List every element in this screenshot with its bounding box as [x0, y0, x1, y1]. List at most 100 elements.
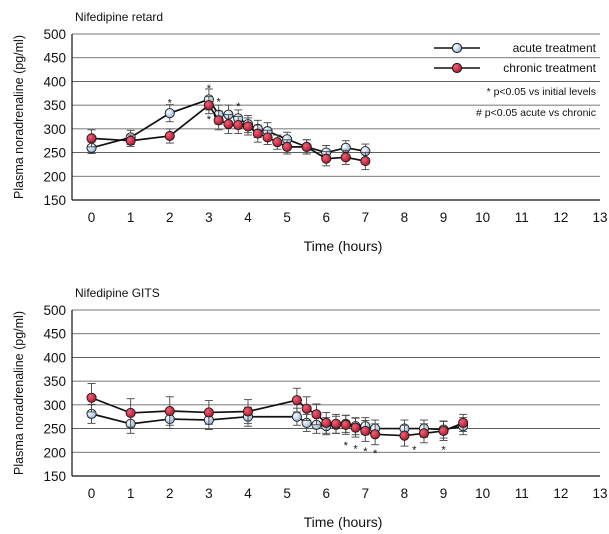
data-point [438, 425, 449, 436]
legend-marker-chronic [451, 62, 463, 74]
x-tick-label: 3 [205, 486, 213, 501]
legend-marker-acute [451, 42, 463, 54]
series-line [91, 103, 366, 162]
series-acute [86, 403, 469, 439]
legend-label-acute: acute treatment [513, 41, 597, 55]
x-tick-label: 9 [440, 486, 448, 501]
data-point [301, 403, 312, 414]
data-point [213, 115, 224, 126]
y-tick-label: 500 [43, 27, 66, 42]
data-point [360, 425, 371, 436]
y-tick-label: 150 [43, 469, 66, 484]
significance-marker: * [353, 444, 358, 456]
x-tick-label: 4 [244, 486, 252, 501]
data-point [223, 119, 234, 130]
significance-marker: * [441, 445, 446, 457]
legend-label-chronic: chronic treatment [503, 61, 596, 75]
x-tick-label: 8 [401, 210, 409, 225]
y-tick-label: 250 [43, 146, 66, 161]
x-tick-label: 13 [592, 210, 607, 225]
series-chronic [86, 96, 371, 171]
x-tick-label: 8 [401, 486, 409, 501]
x-tick-label: 0 [88, 210, 96, 225]
data-point [203, 100, 214, 111]
chart-panel-gits: Nifedipine GITS Plasma noradrenaline (pg… [12, 286, 608, 530]
x-tick-label: 9 [440, 210, 448, 225]
x-tick-label: 2 [166, 210, 174, 225]
chart-title: Nifedipine retard [75, 10, 163, 24]
y-axis-label: Plasma noradrenaline (pg/ml) [12, 311, 26, 475]
data-point [125, 135, 136, 146]
data-point [86, 392, 97, 403]
significance-marker: * [412, 445, 417, 457]
x-tick-label: 6 [322, 486, 330, 501]
y-tick-label: 150 [43, 193, 66, 208]
x-tick-label: 10 [475, 486, 490, 501]
data-point [340, 419, 351, 430]
x-tick-label: 1 [127, 486, 135, 501]
data-point [458, 417, 469, 428]
significance-marker: * [168, 97, 173, 109]
y-tick-label: 300 [43, 398, 66, 413]
y-tick-label: 350 [43, 374, 66, 389]
data-point [301, 141, 312, 152]
data-point [86, 133, 97, 144]
x-tick-label: 2 [166, 486, 174, 501]
data-point [330, 418, 342, 429]
chart-panel-retard: Nifedipine retard Plasma noradrenaline (… [12, 10, 608, 254]
data-point [321, 153, 332, 164]
significance-marker: * [373, 448, 378, 460]
data-point [203, 407, 214, 418]
legend-note-acute-vs-chronic: # p<0.05 acute vs chronic [476, 107, 596, 119]
data-point [272, 137, 283, 148]
y-tick-label: 450 [43, 327, 66, 342]
data-point [350, 422, 361, 433]
data-point [233, 120, 244, 131]
x-tick-label: 11 [515, 210, 529, 225]
data-point [125, 407, 136, 418]
data-point [321, 417, 332, 428]
x-tick-label: 12 [553, 210, 568, 225]
y-tick-label: 500 [43, 303, 66, 318]
significance-marker: * [207, 114, 212, 126]
data-point [291, 395, 302, 406]
x-tick-label: 6 [322, 210, 330, 225]
chart-title: Nifedipine GITS [75, 286, 160, 300]
data-point [164, 405, 175, 417]
x-tick-label: 5 [283, 486, 291, 501]
data-point [360, 156, 371, 167]
significance-marker: * [344, 440, 349, 452]
x-tick-label: 7 [362, 486, 370, 501]
x-tick-label: 12 [553, 486, 568, 501]
y-tick-label: 450 [43, 51, 66, 66]
x-tick-label: 11 [515, 486, 529, 501]
y-tick-label: 250 [43, 422, 66, 437]
y-tick-label: 350 [43, 98, 66, 113]
x-tick-label: 0 [88, 486, 96, 501]
data-point [242, 121, 254, 132]
y-tick-label: 400 [43, 350, 66, 365]
x-tick-label: 1 [127, 210, 135, 225]
data-point [164, 130, 175, 142]
significance-marker: * [217, 96, 222, 108]
data-point [418, 428, 430, 439]
x-axis-label: Time (hours) [304, 514, 383, 530]
data-point [282, 141, 293, 152]
data-point [340, 152, 351, 163]
x-tick-label: 5 [283, 210, 291, 225]
legend-note-initial: * p<0.05 vs initial levels [487, 86, 596, 98]
y-tick-label: 400 [43, 74, 66, 89]
data-point [291, 411, 302, 422]
x-tick-label: 3 [205, 210, 213, 225]
y-axis-label: Plasma noradrenaline (pg/ml) [12, 35, 26, 199]
x-tick-label: 4 [244, 210, 252, 225]
series-chronic [86, 383, 469, 447]
legend: acute treatment chronic treatment * p<0.… [434, 41, 597, 119]
x-axis-label: Time (hours) [304, 238, 383, 254]
y-tick-label: 300 [43, 122, 66, 137]
significance-marker: * [207, 83, 212, 95]
x-tick-label: 10 [475, 210, 490, 225]
